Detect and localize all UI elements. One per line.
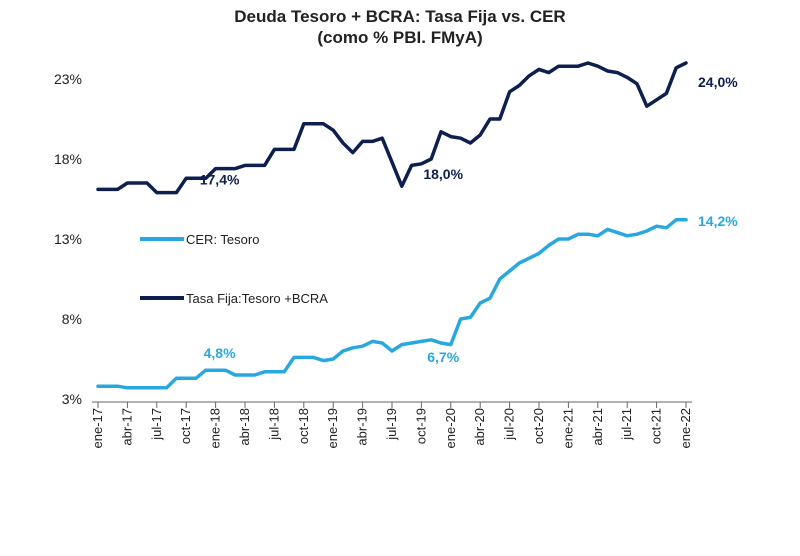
x-tick-label: abr-17 (119, 408, 134, 446)
y-tick-label: 18% (54, 151, 82, 167)
data-label: 17,4% (200, 172, 240, 188)
x-tick-label: jul-21 (619, 408, 634, 441)
chart-title-block: Deuda Tesoro + BCRA: Tasa Fija vs. CER (… (0, 6, 800, 48)
x-tick-label: abr-20 (472, 408, 487, 446)
x-tick-label: abr-21 (590, 408, 605, 446)
x-tick-label: oct-21 (649, 408, 664, 444)
x-tick-label: ene-20 (443, 408, 458, 448)
y-tick-label: 23% (54, 71, 82, 87)
cer-series-line (96, 218, 688, 390)
x-tick-label: ene-17 (90, 408, 105, 448)
x-tick-label: abr-18 (237, 408, 252, 446)
data-label: 6,7% (427, 349, 459, 365)
x-axis: ene-17 abr-17 jul-17 oct-17 ene-18 abr-18 jul-… (90, 401, 693, 448)
chart-title: Deuda Tesoro + BCRA: Tasa Fija vs. CER (234, 7, 566, 26)
series-lines (96, 61, 688, 390)
x-tick-label: ene-21 (560, 408, 575, 448)
y-axis: 3% 8% 13% 18% 23% (54, 71, 82, 407)
x-tick-label: ene-18 (208, 408, 223, 448)
chart-subtitle: (como % PBI. FMyA) (317, 28, 483, 47)
x-tick-label: jul-20 (502, 408, 517, 441)
x-tick-label: jul-18 (266, 408, 281, 441)
data-labels: 17,4% 18,0% 24,0% 4,8% 6,7% 14,2% (200, 74, 738, 365)
legend-label-tasa-fija: Tasa Fija:Tesoro +BCRA (186, 291, 328, 306)
legend: CER: Tesoro Tasa Fija:Tesoro +BCRA (140, 232, 328, 306)
x-tick-label: ene-19 (325, 408, 340, 448)
x-tick-label: abr-19 (355, 408, 370, 446)
x-tick-label: oct-19 (413, 408, 428, 444)
x-tick-label: oct-17 (178, 408, 193, 444)
data-label: 4,8% (204, 345, 236, 361)
data-label: 14,2% (698, 213, 738, 229)
y-tick-label: 8% (62, 311, 82, 327)
x-tick-label: jul-17 (149, 408, 164, 441)
y-tick-label: 3% (62, 391, 82, 407)
tasa-fija-series-line (96, 61, 688, 195)
x-tick-label: oct-20 (531, 408, 546, 444)
x-tick-label: jul-19 (384, 408, 399, 441)
legend-label-cer: CER: Tesoro (186, 232, 259, 247)
data-label: 18,0% (423, 166, 463, 182)
data-label: 24,0% (698, 74, 738, 90)
x-tick-label: oct-18 (296, 408, 311, 444)
x-tick-label: ene-22 (678, 408, 693, 448)
y-tick-label: 13% (54, 231, 82, 247)
